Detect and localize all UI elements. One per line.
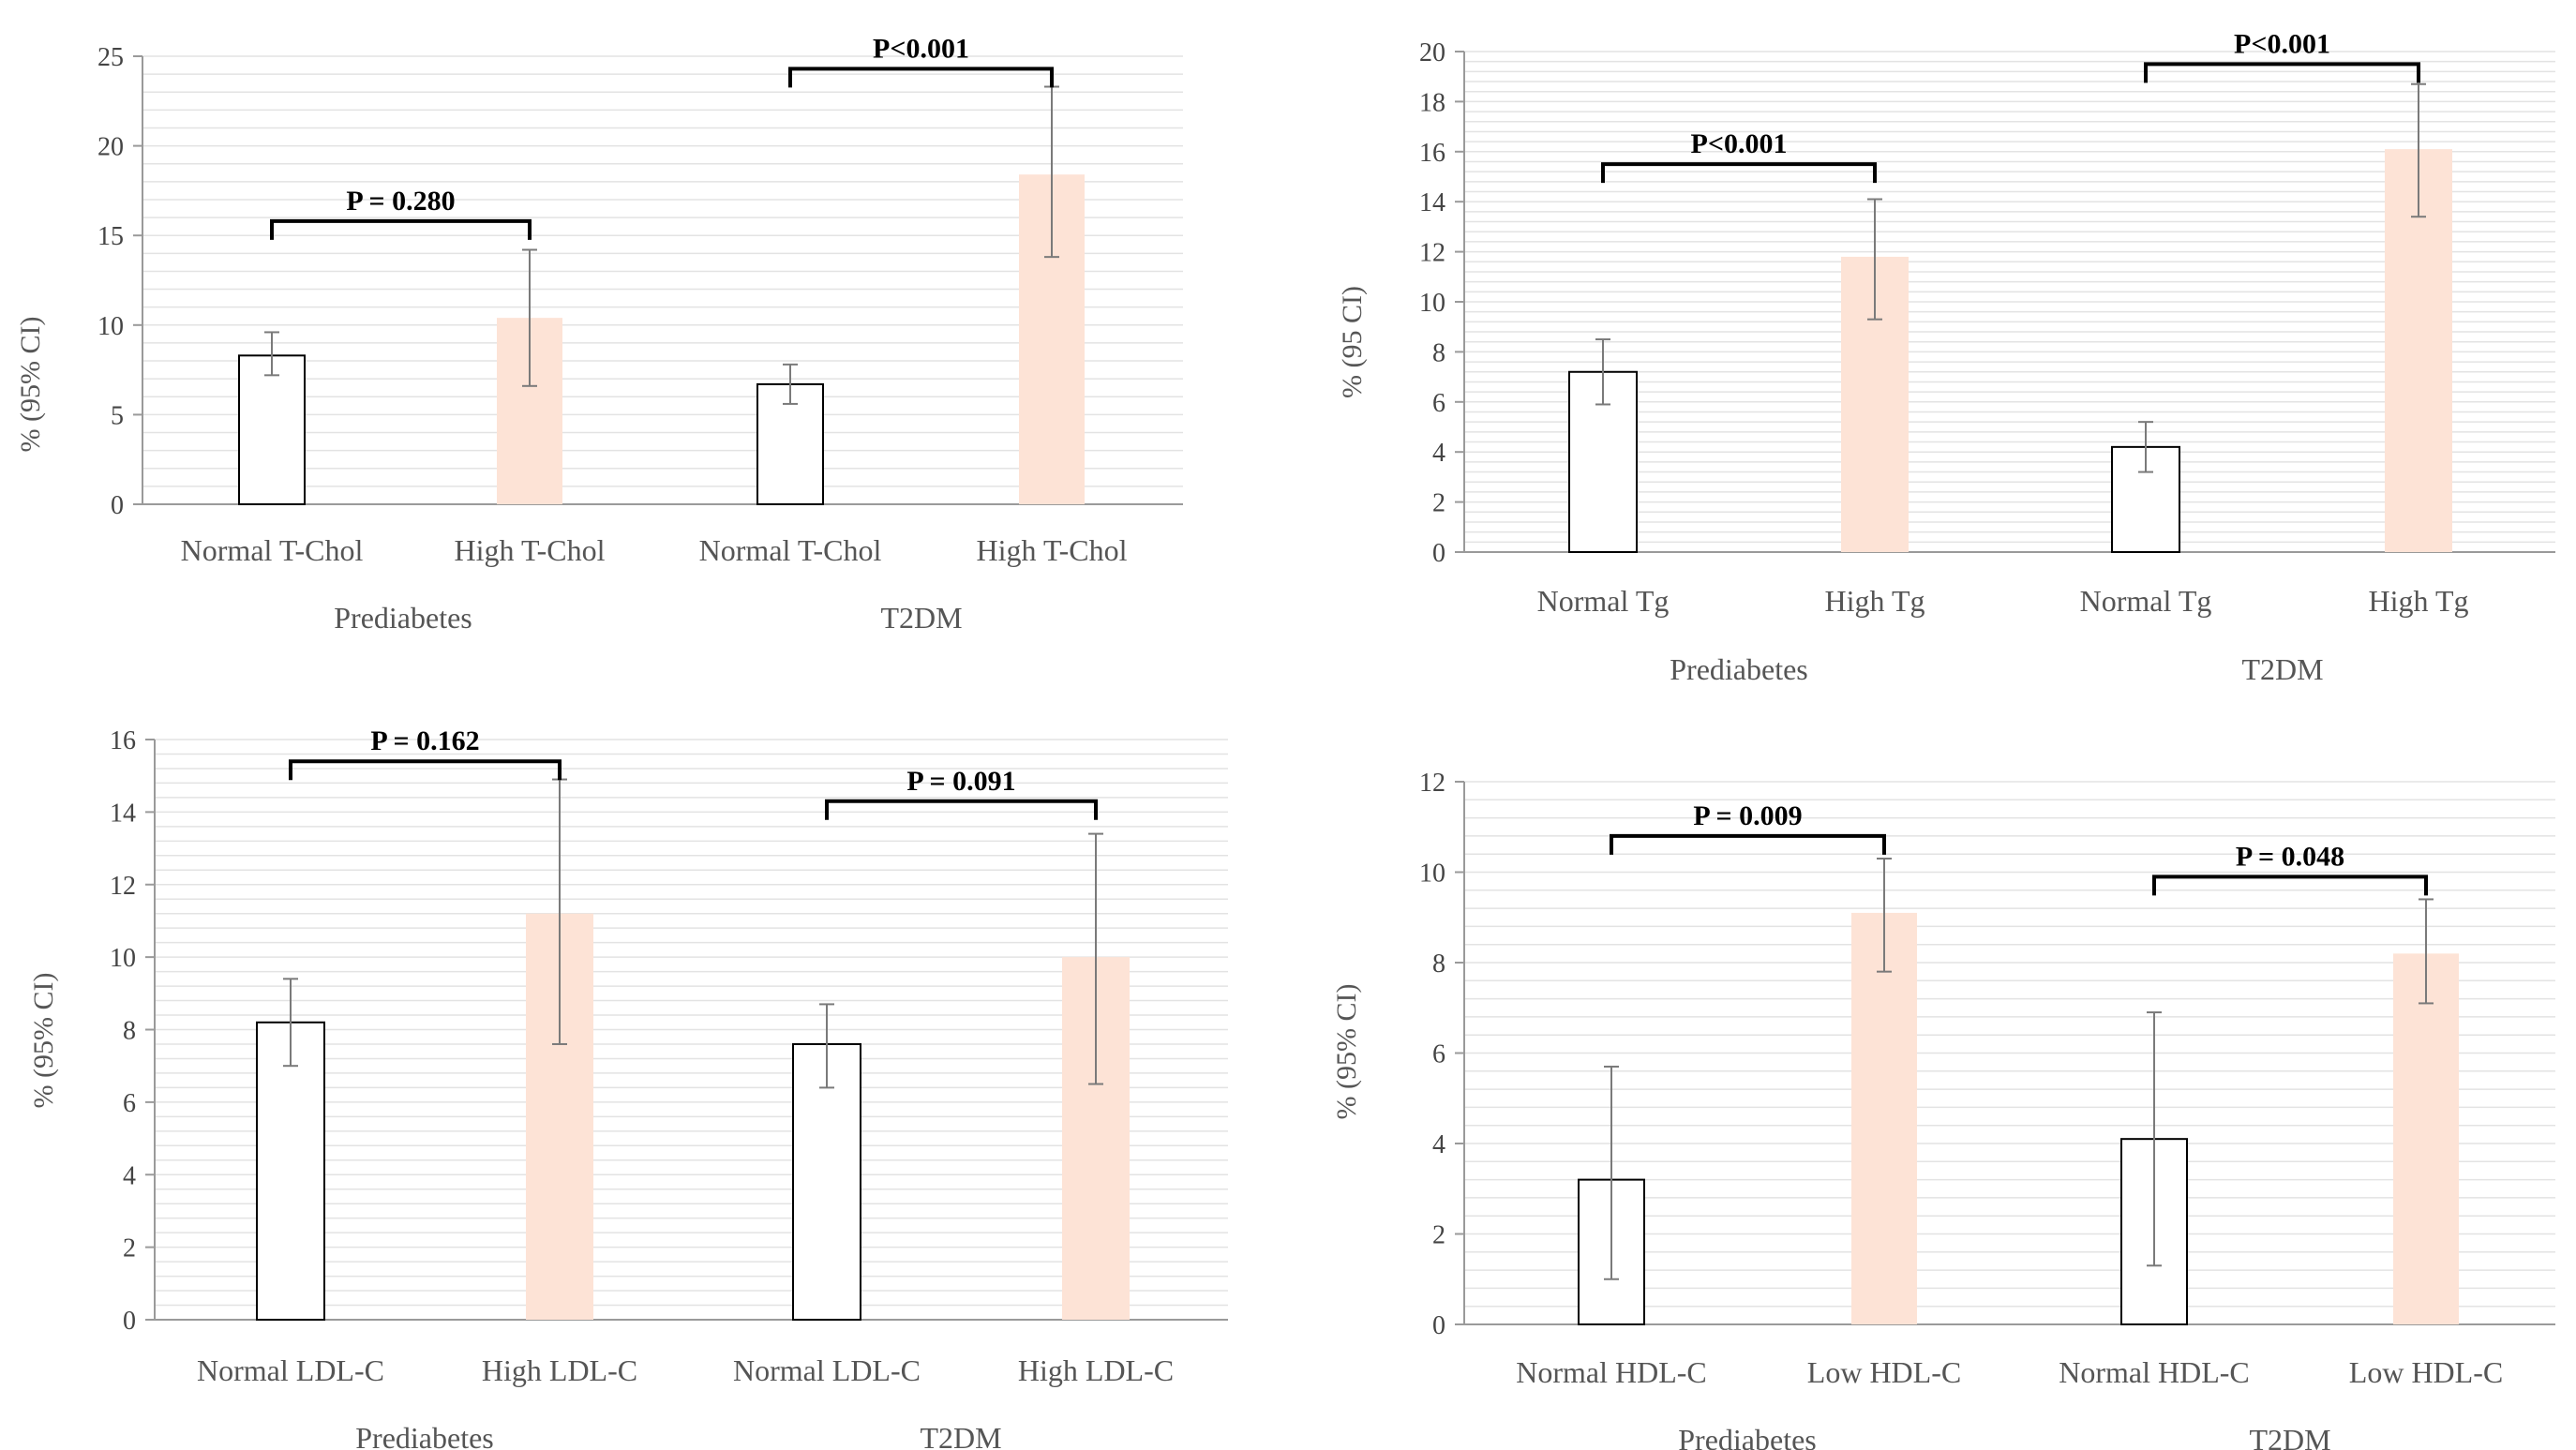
category-label: Low HDL-C xyxy=(1807,1355,1961,1389)
category-label: Normal LDL-C xyxy=(733,1353,921,1387)
bar-normal xyxy=(256,1021,325,1321)
y-tick-label: 14 xyxy=(110,799,136,828)
group-label: Prediabetes xyxy=(1670,652,1808,686)
category-label: Normal HDL-C xyxy=(1516,1355,1707,1389)
y-tick-label: 5 xyxy=(111,401,124,430)
y-tick-label: 12 xyxy=(1419,769,1445,798)
bar-normal xyxy=(238,354,306,505)
category-label: High T-Chol xyxy=(977,533,1128,567)
category-label: Normal T-Chol xyxy=(181,533,364,567)
y-tick-label: 15 xyxy=(97,222,124,251)
category-label: Normal HDL-C xyxy=(2059,1355,2250,1389)
y-tick-label: 0 xyxy=(111,491,124,520)
category-label: High T-Chol xyxy=(455,533,606,567)
y-tick-label: 10 xyxy=(97,312,124,341)
chart-tchol: 0 5 10 15 20 25 % (95% CI) Normal T-Chol High T-… xyxy=(15,33,1183,635)
y-tick-label: 6 xyxy=(1432,1040,1445,1069)
category-label: Normal LDL-C xyxy=(197,1353,384,1387)
group-label: Prediabetes xyxy=(1678,1423,1817,1450)
significance-bracket xyxy=(2144,62,2420,83)
chart-ldl: 0 2 4 6 8 10 12 14 16 % (95% CI) Normal LDL-C High … xyxy=(28,725,1228,1450)
y-tick-label: 16 xyxy=(110,726,136,755)
category-label: Normal T-Chol xyxy=(699,533,882,567)
p-value-label: P<0.001 xyxy=(1691,128,1788,159)
y-tick-label: 18 xyxy=(1419,88,1445,117)
chart-tg: 0 2 4 6 8 10 12 14 16 18 20 % (95 CI) Normal Tg High … xyxy=(1337,28,2555,686)
y-tick-label: 6 xyxy=(1432,389,1445,418)
group-label: T2DM xyxy=(880,601,962,635)
y-tick-label: 0 xyxy=(123,1307,136,1336)
group-label: T2DM xyxy=(2249,1423,2330,1450)
category-label: High Tg xyxy=(1825,584,1925,618)
y-tick-label: 8 xyxy=(123,1017,136,1046)
y-tick-label: 4 xyxy=(123,1161,136,1190)
category-label: High Tg xyxy=(2369,584,2469,618)
group-label: Prediabetes xyxy=(334,601,472,635)
category-label: Low HDL-C xyxy=(2349,1355,2503,1389)
p-value-label: P = 0.048 xyxy=(2236,841,2344,872)
p-value-label: P = 0.280 xyxy=(346,186,455,217)
y-tick-label: 16 xyxy=(1419,139,1445,168)
y-tick-label: 6 xyxy=(123,1089,136,1118)
group-label: T2DM xyxy=(2241,652,2323,686)
y-tick-label: 2 xyxy=(1432,489,1445,518)
y-tick-label: 20 xyxy=(97,133,124,162)
group-label: T2DM xyxy=(920,1421,1001,1450)
y-tick-label: 14 xyxy=(1419,188,1445,217)
significance-bracket xyxy=(1610,833,1886,855)
y-tick-label: 10 xyxy=(1419,860,1445,889)
y-axis-label: % (95% CI) xyxy=(28,973,59,1109)
bar-normal xyxy=(792,1042,861,1321)
y-tick-label: 4 xyxy=(1432,439,1445,468)
y-axis-label: % (95 CI) xyxy=(1337,286,1368,398)
p-value-label: P<0.001 xyxy=(873,33,969,64)
significance-bracket xyxy=(270,218,532,240)
y-tick-label: 20 xyxy=(1419,38,1445,67)
y-tick-label: 8 xyxy=(1432,949,1445,979)
category-label: Normal Tg xyxy=(1537,584,1670,618)
category-label: High LDL-C xyxy=(482,1353,637,1387)
y-tick-label: 2 xyxy=(123,1234,136,1263)
significance-bracket xyxy=(2152,874,2428,896)
y-tick-label: 10 xyxy=(1419,289,1445,318)
y-tick-label: 0 xyxy=(1432,1311,1445,1340)
y-tick-label: 25 xyxy=(97,43,124,72)
significance-bracket xyxy=(289,759,562,781)
category-label: High LDL-C xyxy=(1018,1353,1174,1387)
y-axis-label: % (95% CI) xyxy=(1331,984,1362,1120)
p-value-label: P = 0.009 xyxy=(1693,800,1802,831)
p-value-label: P<0.001 xyxy=(2234,28,2330,59)
y-tick-label: 8 xyxy=(1432,338,1445,367)
y-tick-label: 4 xyxy=(1432,1130,1445,1159)
y-tick-label: 12 xyxy=(110,872,136,901)
significance-bracket xyxy=(825,799,1098,820)
y-tick-label: 10 xyxy=(110,944,136,973)
p-value-label: P = 0.091 xyxy=(906,766,1015,797)
bar-high xyxy=(1851,912,1917,1324)
p-value-label: P = 0.162 xyxy=(370,725,479,756)
significance-bracket xyxy=(788,67,1054,88)
bar-high xyxy=(2393,953,2459,1324)
chart-hdl: 0 2 4 6 8 10 12 % (95% CI) Normal HDL-C Low HDL-C… xyxy=(1331,769,2555,1450)
significance-bracket xyxy=(1601,162,1877,184)
y-tick-label: 2 xyxy=(1432,1221,1445,1250)
group-label: Prediabetes xyxy=(355,1421,494,1450)
category-label: Normal Tg xyxy=(2080,584,2212,618)
y-axis-label: % (95% CI) xyxy=(15,317,46,453)
y-tick-label: 12 xyxy=(1419,239,1445,268)
y-tick-label: 0 xyxy=(1432,539,1445,568)
